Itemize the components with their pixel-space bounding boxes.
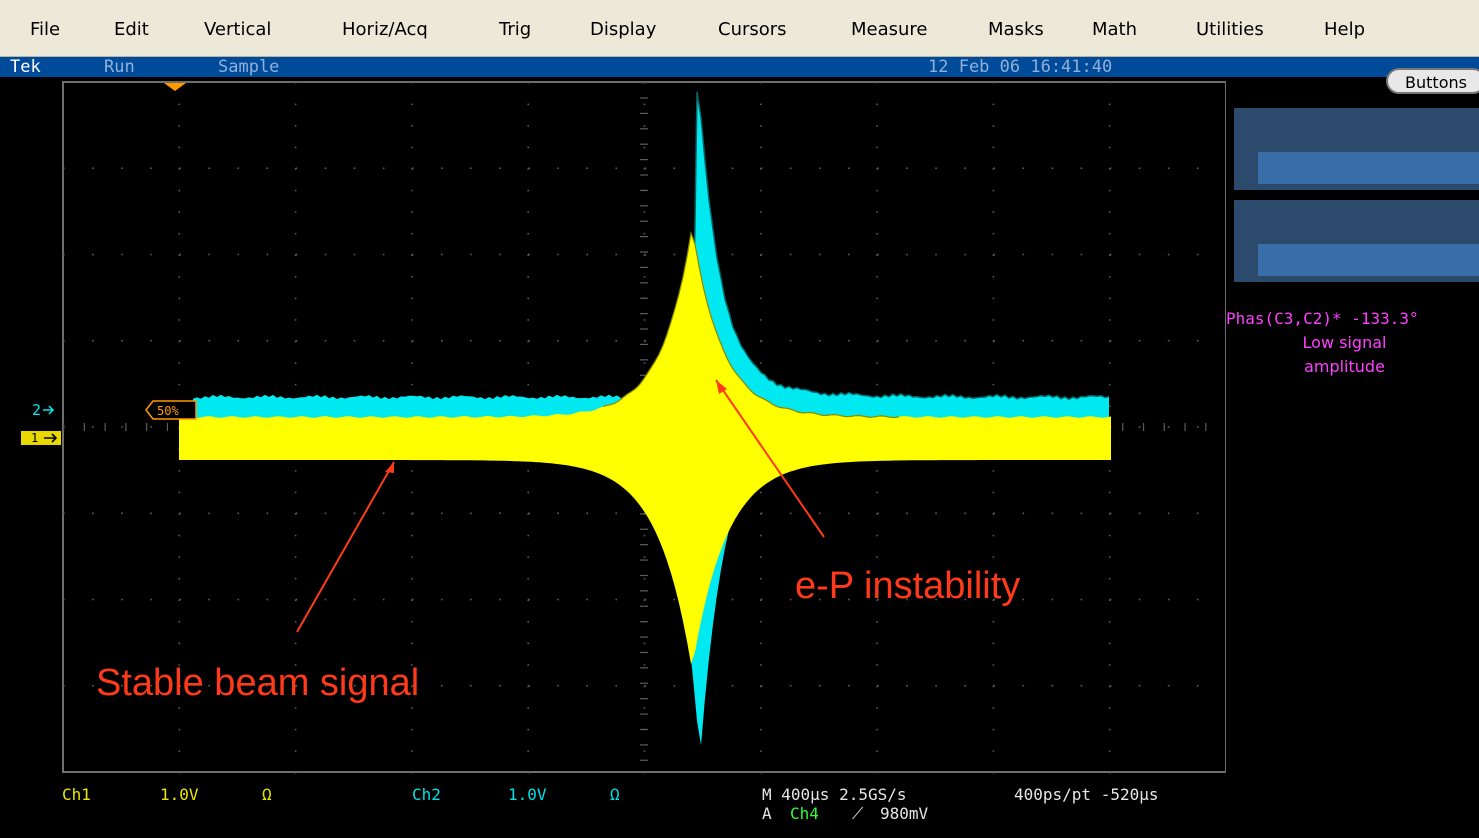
instability-annotation-arrow	[715, 379, 825, 538]
ch1-coupling: Ω	[262, 785, 272, 804]
trigger-level[interactable]: 980mV	[880, 804, 929, 823]
ch1-waveform	[179, 233, 1111, 664]
acq-mode: Sample	[218, 57, 280, 77]
ch1-marker-label: 1	[31, 431, 38, 445]
status-bar: Tek Run Sample 12 Feb 06 16:41:40	[0, 57, 1479, 77]
ch2-label[interactable]: Ch2	[412, 785, 441, 804]
ch1-label[interactable]: Ch1	[62, 785, 91, 804]
ch2-marker-label: 2	[32, 401, 41, 419]
orange-trigger-position-marker	[164, 83, 186, 91]
menu-display[interactable]: Display	[590, 19, 657, 40]
menu-utilities[interactable]: Utilities	[1196, 19, 1264, 40]
menu-bar: File Edit Vertical Horiz/Acq Trig Displa…	[0, 0, 1479, 57]
datetime: 12 Feb 06 16:41:40	[928, 57, 1113, 77]
ch2-coupling: Ω	[610, 785, 620, 804]
menu-trig[interactable]: Trig	[499, 19, 532, 40]
run-state: Run	[104, 57, 135, 77]
waveform-display[interactable]: 2 1 50%	[0, 77, 1226, 778]
readout-box-2-field	[1258, 244, 1479, 276]
buttons-button[interactable]: Buttons	[1386, 68, 1479, 94]
readout-box-1-field	[1258, 152, 1479, 184]
menu-edit[interactable]: Edit	[114, 19, 149, 40]
trigger-level-label: 50%	[157, 404, 179, 418]
channel-readout-bar: Ch1 1.0V Ω Ch2 1.0V Ω M 400µs 2.5GS/s 40…	[0, 778, 1226, 838]
menu-cursors[interactable]: Cursors	[718, 19, 787, 40]
instability-arrowhead	[716, 380, 727, 394]
menu-help[interactable]: Help	[1324, 19, 1366, 40]
instability-annotation: e-P instability	[795, 565, 1021, 607]
measurement-warning-line1: Low signal	[1302, 333, 1387, 352]
ch2-ground-marker: 2	[32, 401, 55, 419]
measurement-warning-line2: amplitude	[1304, 357, 1385, 376]
phase-measurement: Phas(C3,C2)* -133.3°	[1226, 309, 1419, 328]
resolution-readout[interactable]: 400ps/pt -520µs	[1014, 785, 1159, 804]
stable-beam-annotation: Stable beam signal	[96, 662, 420, 704]
ch2-scale[interactable]: 1.0V	[508, 785, 547, 804]
stable-annotation-arrow	[296, 461, 395, 633]
readout-box-2[interactable]	[1234, 200, 1479, 282]
ch1-waveform-edge	[602, 230, 900, 419]
menu-vertical[interactable]: Vertical	[204, 19, 272, 40]
trigger-slope-icon[interactable]: ⟋	[852, 804, 864, 823]
stable-arrowhead	[385, 462, 394, 473]
menu-horiz-acq[interactable]: Horiz/Acq	[342, 19, 428, 40]
menu-math[interactable]: Math	[1092, 19, 1138, 40]
trigger-source[interactable]: Ch4	[790, 804, 819, 823]
ch2-waveform-edge	[660, 91, 1110, 401]
trigger-prefix: A	[762, 804, 772, 823]
menu-file[interactable]: File	[30, 19, 61, 40]
readout-box-1[interactable]	[1234, 108, 1479, 190]
trigger-level-marker: 50%	[145, 400, 197, 420]
timebase-readout[interactable]: M 400µs 2.5GS/s	[762, 785, 907, 804]
ch1-ground-marker: 1	[21, 431, 61, 445]
menu-measure[interactable]: Measure	[851, 19, 928, 40]
right-panel: Buttons Phas(C3,C2)* -133.3° Low signal …	[1226, 68, 1479, 838]
ch1-scale[interactable]: 1.0V	[160, 785, 199, 804]
brand-label: Tek	[10, 57, 41, 77]
menu-masks[interactable]: Masks	[988, 19, 1044, 40]
